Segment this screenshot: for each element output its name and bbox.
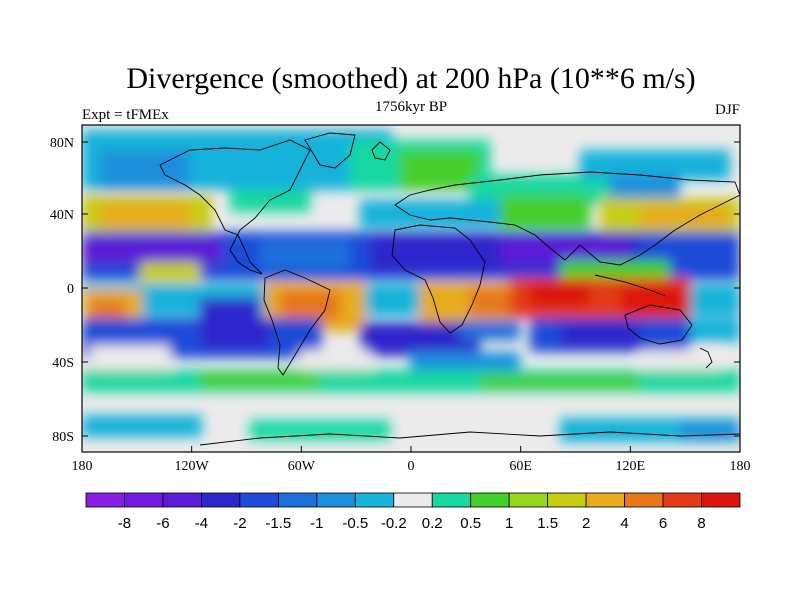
lon-tick-label: 60E (509, 459, 532, 474)
colorbar-swatch (85, 492, 125, 508)
colorbar-swatch (701, 492, 741, 508)
colorbar-label: 6 (659, 515, 667, 532)
latitude-axis: 80N 40N 0 40S 80S (50, 136, 740, 445)
colorbar-label: 0.5 (460, 515, 481, 532)
lon-tick-label: 60W (288, 459, 316, 474)
colorbar-swatch (624, 492, 664, 508)
colorbar: -8 -6 -4 -2 -1.5 -1 -0.5 -0.2 0.2 0.5 1 1.5 2 4 6 8 (85, 492, 741, 532)
colorbar-swatch (547, 492, 587, 508)
colorbar-label: 2 (582, 515, 590, 532)
lat-tick-label: 40S (52, 356, 74, 371)
colorbar-swatch (585, 492, 625, 508)
colorbar-swatch (277, 492, 318, 508)
colorbar-label: 4 (620, 515, 628, 532)
colorbar-swatch (316, 492, 356, 508)
lon-tick-label: 120E (616, 459, 646, 474)
period-label: 1756kyr BP (375, 99, 447, 115)
lon-tick-label: 180 (72, 459, 93, 474)
colorbar-label: -2 (233, 515, 246, 532)
lat-tick-label: 80N (50, 136, 74, 151)
colorbar-label: -1 (310, 515, 323, 532)
lat-tick-label: 0 (67, 282, 74, 297)
colorbar-swatch (354, 492, 395, 508)
colorbar-label: -1.5 (265, 515, 291, 532)
lon-tick-label: 0 (408, 459, 415, 474)
longitude-axis: 180 120W 60W 0 60E 120E 180 (72, 446, 751, 474)
lon-tick-label: 120W (175, 459, 210, 474)
colorbar-label: -8 (118, 515, 131, 532)
colorbar-swatch (162, 492, 202, 508)
colorbar-label: 8 (697, 515, 705, 532)
colorbar-swatch (470, 492, 510, 508)
colorbar-swatch (431, 492, 472, 508)
colorbar-swatch (239, 492, 279, 508)
experiment-label: Expt = tFMEx (82, 107, 169, 123)
lat-tick-label: 80S (52, 430, 74, 445)
colorbar-label: 0.2 (422, 515, 443, 532)
lat-tick-label: 40N (50, 208, 74, 223)
coastlines (159, 132, 740, 446)
colorbar-swatch (393, 492, 433, 508)
colorbar-label: -6 (156, 515, 169, 532)
colorbar-swatch (662, 492, 702, 508)
colorbar-label: -0.2 (381, 515, 407, 532)
colorbar-swatch (508, 492, 549, 508)
map-plot-area (82, 125, 740, 452)
colorbar-label: 1.5 (537, 515, 558, 532)
divergence-field (82, 130, 740, 442)
season-label: DJF (715, 102, 740, 118)
colorbar-swatch (201, 492, 241, 508)
colorbar-label: 1 (505, 515, 513, 532)
colorbar-label: -0.5 (342, 515, 368, 532)
lon-tick-label: 180 (730, 459, 751, 474)
colorbar-swatch (124, 492, 164, 508)
map-title: Divergence (smoothed) at 200 hPa (10**6 … (126, 62, 695, 95)
colorbar-label: -4 (195, 515, 208, 532)
